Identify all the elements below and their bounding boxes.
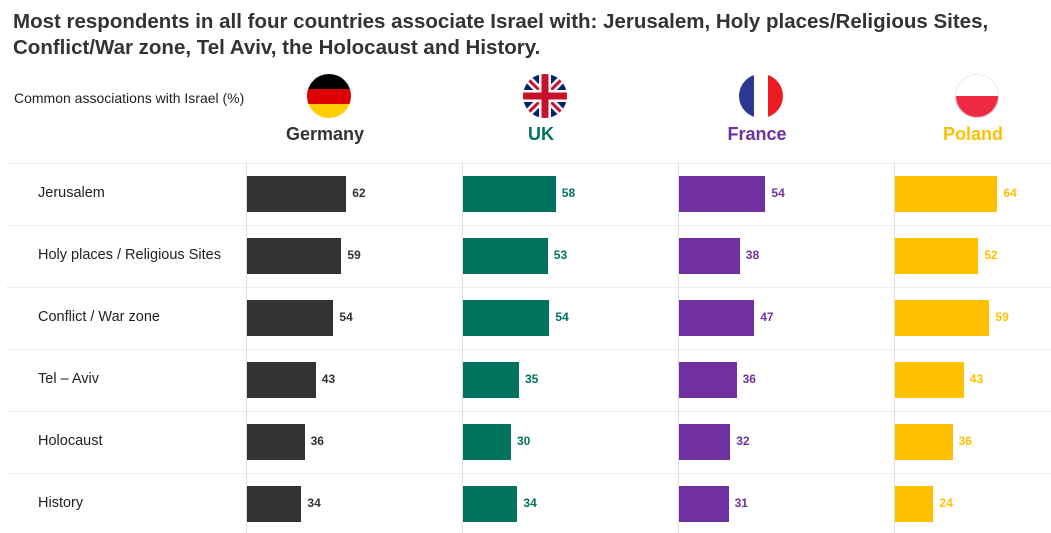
data-label: 58 bbox=[561, 186, 576, 200]
data-label: 36 bbox=[742, 372, 756, 386]
bar-poland bbox=[895, 424, 953, 460]
row-divider bbox=[6, 163, 1051, 164]
bar-france bbox=[679, 238, 740, 274]
category-label: Holy places / Religious Sites bbox=[38, 247, 221, 263]
bar-poland bbox=[895, 300, 990, 336]
row-divider bbox=[6, 349, 1051, 350]
category-label: Tel – Aviv bbox=[38, 371, 99, 387]
bar-poland bbox=[895, 176, 998, 212]
data-label: 52 bbox=[984, 248, 998, 262]
country-name: Germany bbox=[285, 124, 365, 144]
bar-france bbox=[679, 176, 766, 212]
poland-flag-icon bbox=[955, 74, 999, 118]
bar-france bbox=[679, 424, 731, 460]
category-label: Jerusalem bbox=[38, 185, 105, 201]
data-label: 31 bbox=[734, 496, 748, 510]
data-label: 24 bbox=[939, 496, 953, 510]
data-label: 43 bbox=[321, 372, 336, 386]
bar-uk bbox=[463, 362, 519, 398]
bar-france bbox=[679, 486, 729, 522]
data-label: 34 bbox=[523, 496, 537, 510]
bar-uk bbox=[463, 238, 548, 274]
data-label: 38 bbox=[745, 248, 760, 262]
germany-flag-icon bbox=[307, 74, 351, 118]
column-divider bbox=[894, 163, 895, 533]
category-label: Conflict / War zone bbox=[38, 309, 160, 325]
country-name: France bbox=[727, 124, 787, 144]
france-flag-icon bbox=[739, 74, 783, 118]
bar-uk bbox=[463, 300, 550, 336]
data-label: 30 bbox=[517, 434, 531, 448]
row-divider bbox=[6, 225, 1051, 226]
row-divider bbox=[6, 411, 1051, 412]
data-label: 54 bbox=[339, 310, 353, 324]
bar-uk bbox=[463, 176, 556, 212]
bar-germany bbox=[247, 424, 305, 460]
data-label: 54 bbox=[555, 310, 569, 324]
data-label: 32 bbox=[736, 434, 750, 448]
data-label: 53 bbox=[553, 248, 568, 262]
chart-subtitle: Common associations with Israel (%) bbox=[14, 90, 245, 106]
bar-uk bbox=[463, 486, 518, 522]
bar-france bbox=[679, 362, 737, 398]
row-divider bbox=[6, 287, 1051, 288]
bar-germany bbox=[247, 176, 347, 212]
bar-poland bbox=[895, 362, 964, 398]
bar-uk bbox=[463, 424, 511, 460]
data-label: 54 bbox=[771, 186, 785, 200]
bar-germany bbox=[247, 486, 302, 522]
category-label: Holocaust bbox=[38, 433, 103, 449]
bar-germany bbox=[247, 238, 342, 274]
column-divider bbox=[246, 163, 247, 533]
row-divider bbox=[6, 473, 1051, 474]
country-name: UK bbox=[528, 124, 554, 144]
category-label: History bbox=[38, 495, 84, 511]
data-label: 64 bbox=[1003, 186, 1017, 200]
data-label: 36 bbox=[958, 434, 972, 448]
uk-flag-icon bbox=[523, 74, 567, 118]
country-name: Poland bbox=[942, 124, 1003, 144]
chart-title: Most respondents in all four countries a… bbox=[13, 10, 989, 59]
data-label: 35 bbox=[525, 372, 539, 386]
bar-germany bbox=[247, 362, 316, 398]
data-label: 62 bbox=[352, 186, 366, 200]
column-divider bbox=[462, 163, 463, 533]
data-label: 34 bbox=[307, 496, 321, 510]
column-divider bbox=[678, 163, 679, 533]
data-label: 47 bbox=[760, 310, 774, 324]
bar-germany bbox=[247, 300, 334, 336]
data-label: 36 bbox=[310, 434, 324, 448]
bar-france bbox=[679, 300, 755, 336]
bar-poland bbox=[895, 486, 934, 522]
bar-poland bbox=[895, 238, 979, 274]
data-label: 59 bbox=[995, 310, 1009, 324]
data-label: 59 bbox=[347, 248, 361, 262]
data-label: 43 bbox=[969, 372, 984, 386]
